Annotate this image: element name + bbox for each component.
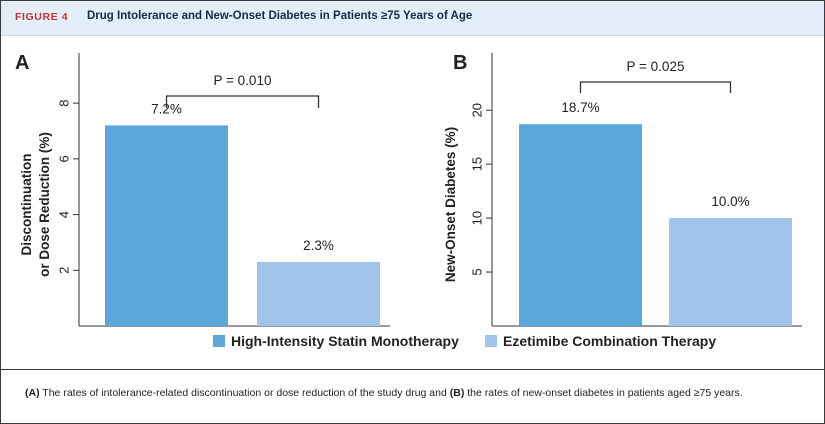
legend-swatch-ezetimibe: [485, 335, 497, 347]
pb-bar-value-label: 18.7%: [561, 100, 599, 115]
figure-label: FIGURE 4: [15, 11, 69, 23]
pa-bar-value-label: 7.2%: [151, 101, 182, 116]
pa-y-tick-label: 2: [56, 267, 71, 274]
pa-y-tick-label: 6: [56, 155, 71, 162]
pb-y-tick-label: 5: [469, 268, 484, 275]
caption-a-tag: (A): [25, 387, 40, 399]
legend-label-ezetimibe: Ezetimibe Combination Therapy: [503, 333, 716, 349]
figure-header: FIGURE 4 Drug Intolerance and New-Onset …: [1, 1, 824, 36]
pa-panel-letter: A: [15, 52, 29, 74]
figure-caption: (A) The rates of intolerance-related dis…: [25, 384, 795, 403]
pa-bar-statin: [105, 125, 228, 326]
caption-a-text: The rates of intolerance-related discont…: [39, 387, 450, 399]
pb-p-value: P = 0.025: [627, 59, 685, 74]
pa-y-tick-label: 8: [56, 100, 71, 107]
pa-bar-ezetimibe: [257, 261, 380, 326]
caption-b-text: the rates of new-onset diabetes in patie…: [464, 387, 743, 399]
pa-y-axis-title-line1: Discontinuation: [19, 154, 34, 256]
pb-y-axis-title-line1: New-Onset Diabetes (%): [443, 127, 458, 282]
pb-bar-ezetimibe: [669, 218, 792, 326]
pb-y-tick-label: 10: [469, 211, 484, 225]
caption-divider: [1, 369, 824, 370]
caption-b-tag: (B): [449, 387, 465, 399]
pa-y-tick-label: 4: [56, 211, 71, 218]
pb-bar-statin: [519, 124, 642, 326]
pa-significance-bracket: [165, 95, 320, 108]
pb-y-tick-label: 15: [469, 157, 484, 171]
pb-y-tick-label: 20: [469, 103, 484, 117]
pb-bar-value-label: 10.0%: [711, 194, 749, 209]
pa-y-axis-title-line2: or Dose Reduction (%): [37, 132, 52, 277]
legend-swatch-statin: [213, 335, 225, 347]
chart-area: A 2 4 6 8 Discontinuation or Dose Reduction (%…: [15, 52, 802, 349]
legend-label-statin: High-Intensity Statin Monotherapy: [231, 333, 459, 349]
pa-p-value: P = 0.010: [214, 73, 272, 88]
pa-bar-value-label: 2.3%: [303, 238, 334, 253]
pb-significance-bracket: [579, 81, 732, 93]
pb-panel-letter: B: [453, 52, 467, 74]
figure-title: Drug Intolerance and New-Onset Diabetes …: [87, 10, 473, 22]
